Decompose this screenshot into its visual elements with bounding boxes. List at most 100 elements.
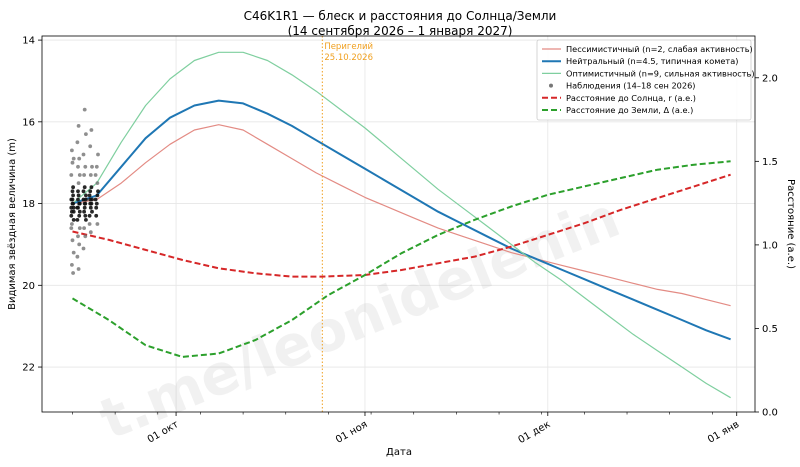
observation-point (96, 189, 100, 194)
observation-point (77, 213, 82, 218)
observation-point (75, 140, 80, 145)
observation-point (88, 189, 93, 194)
observation-point (77, 209, 82, 214)
observation-point (82, 209, 86, 214)
observation-point (87, 222, 92, 226)
observation-point (90, 197, 94, 202)
observation-point (83, 164, 88, 169)
observation-point (84, 132, 88, 137)
observation-point (71, 271, 75, 275)
observation-point (83, 234, 88, 239)
observation-point (88, 201, 93, 206)
plot-frame (41, 35, 756, 413)
observation-point (77, 226, 82, 231)
observation-point (70, 238, 75, 243)
observation-point (76, 193, 81, 198)
observation-point (71, 250, 76, 255)
observation-point (93, 173, 98, 177)
observation-point (82, 226, 86, 231)
observation-point (83, 213, 88, 218)
legend-box (536, 39, 752, 121)
observation-point (82, 201, 87, 206)
y-left-tick-label: 14 (22, 36, 35, 47)
legend-label: Нейтральный (n=4.5, типичная комета) (566, 56, 738, 66)
y-left-tick-label: 20 (22, 281, 35, 292)
observation-point (71, 156, 76, 161)
observation-point (88, 205, 93, 210)
observation-point (96, 152, 100, 157)
observation-point (69, 173, 74, 177)
observation-point (76, 124, 81, 128)
chart-title-line2: (14 сентября 2026 – 1 января 2027) (288, 24, 513, 38)
observation-point (69, 226, 74, 231)
observation-point (75, 218, 80, 222)
observation-point (69, 205, 74, 210)
observation-point (70, 222, 74, 226)
observation-point (88, 144, 93, 149)
observation-point (76, 234, 80, 239)
observation-point (84, 193, 88, 198)
y-left-tick-label: 16 (22, 117, 35, 128)
observation-point (71, 185, 75, 190)
x-axis-label: Дата (386, 447, 412, 458)
observation-point (71, 193, 75, 198)
series-line-4 (71, 160, 731, 358)
observation-point (87, 193, 92, 198)
observation-point (77, 156, 82, 161)
y-axis-right-label: Расстояние (а.е.) (785, 179, 796, 269)
observation-point (76, 189, 80, 194)
observation-point (76, 197, 80, 202)
observation-point (94, 164, 99, 169)
observation-point (71, 201, 75, 206)
observation-point (90, 164, 94, 169)
observation-point (82, 205, 87, 210)
y-axis-left-label: Видимая звёздная величина (m) (7, 138, 18, 310)
observation-point (69, 213, 74, 218)
observation-point (70, 148, 74, 153)
chart-title-line1: C46K1R1 — блеск и расстояния до Солнца/З… (244, 9, 557, 23)
observation-point (77, 242, 82, 247)
observation-point (76, 181, 81, 186)
observation-point (81, 246, 86, 251)
legend-label: Наблюдения (14–18 сен 2026) (566, 81, 696, 91)
observation-point (89, 185, 94, 190)
legend-label: Расстояние до Солнца, r (а.е.) (566, 93, 696, 103)
observation-point (76, 205, 80, 210)
observation-point (70, 189, 75, 194)
observation-point (81, 152, 86, 157)
observation-point (77, 173, 82, 177)
observation-point (70, 263, 74, 267)
y-left-tick-label: 22 (22, 363, 35, 374)
series-line-0 (72, 124, 731, 307)
observation-point (84, 197, 88, 202)
observation-point (84, 218, 88, 222)
legend: Пессимистичный (n=2, слабая активность) Н… (536, 39, 755, 121)
observation-point (95, 181, 100, 186)
series-layer (71, 51, 731, 399)
observation-point (88, 173, 93, 177)
perihelion-marker: Перигелий 25.10.2026 (321, 36, 373, 412)
observation-point (94, 213, 99, 218)
observation-point (82, 107, 87, 112)
y-axis-right: 0.0 0.5 1.0 1.5 2.0 (755, 73, 778, 419)
observation-point (90, 209, 94, 214)
observation-point (89, 128, 94, 132)
legend-label: Пессимистичный (n=2, слабая активность) (566, 44, 753, 54)
legend-label: Расстояние до Земли, Δ (а.е.) (566, 105, 693, 115)
observation-point (94, 205, 99, 210)
legend-label: Оптимистичный (n=9, сильная активность) (566, 68, 755, 78)
observation-point (95, 222, 100, 226)
observation-point (82, 173, 86, 177)
observation-point (94, 201, 99, 206)
observation-point (76, 164, 80, 169)
observation-point (81, 189, 86, 194)
legend-marker (549, 83, 553, 88)
observations-layer (69, 107, 100, 275)
y-right-tick-label: 1.5 (762, 157, 778, 168)
observation-point (93, 197, 98, 202)
observation-point (88, 230, 93, 235)
observation-point (77, 201, 82, 206)
observation-point (71, 209, 76, 214)
y-right-tick-label: 1.0 (762, 240, 778, 251)
